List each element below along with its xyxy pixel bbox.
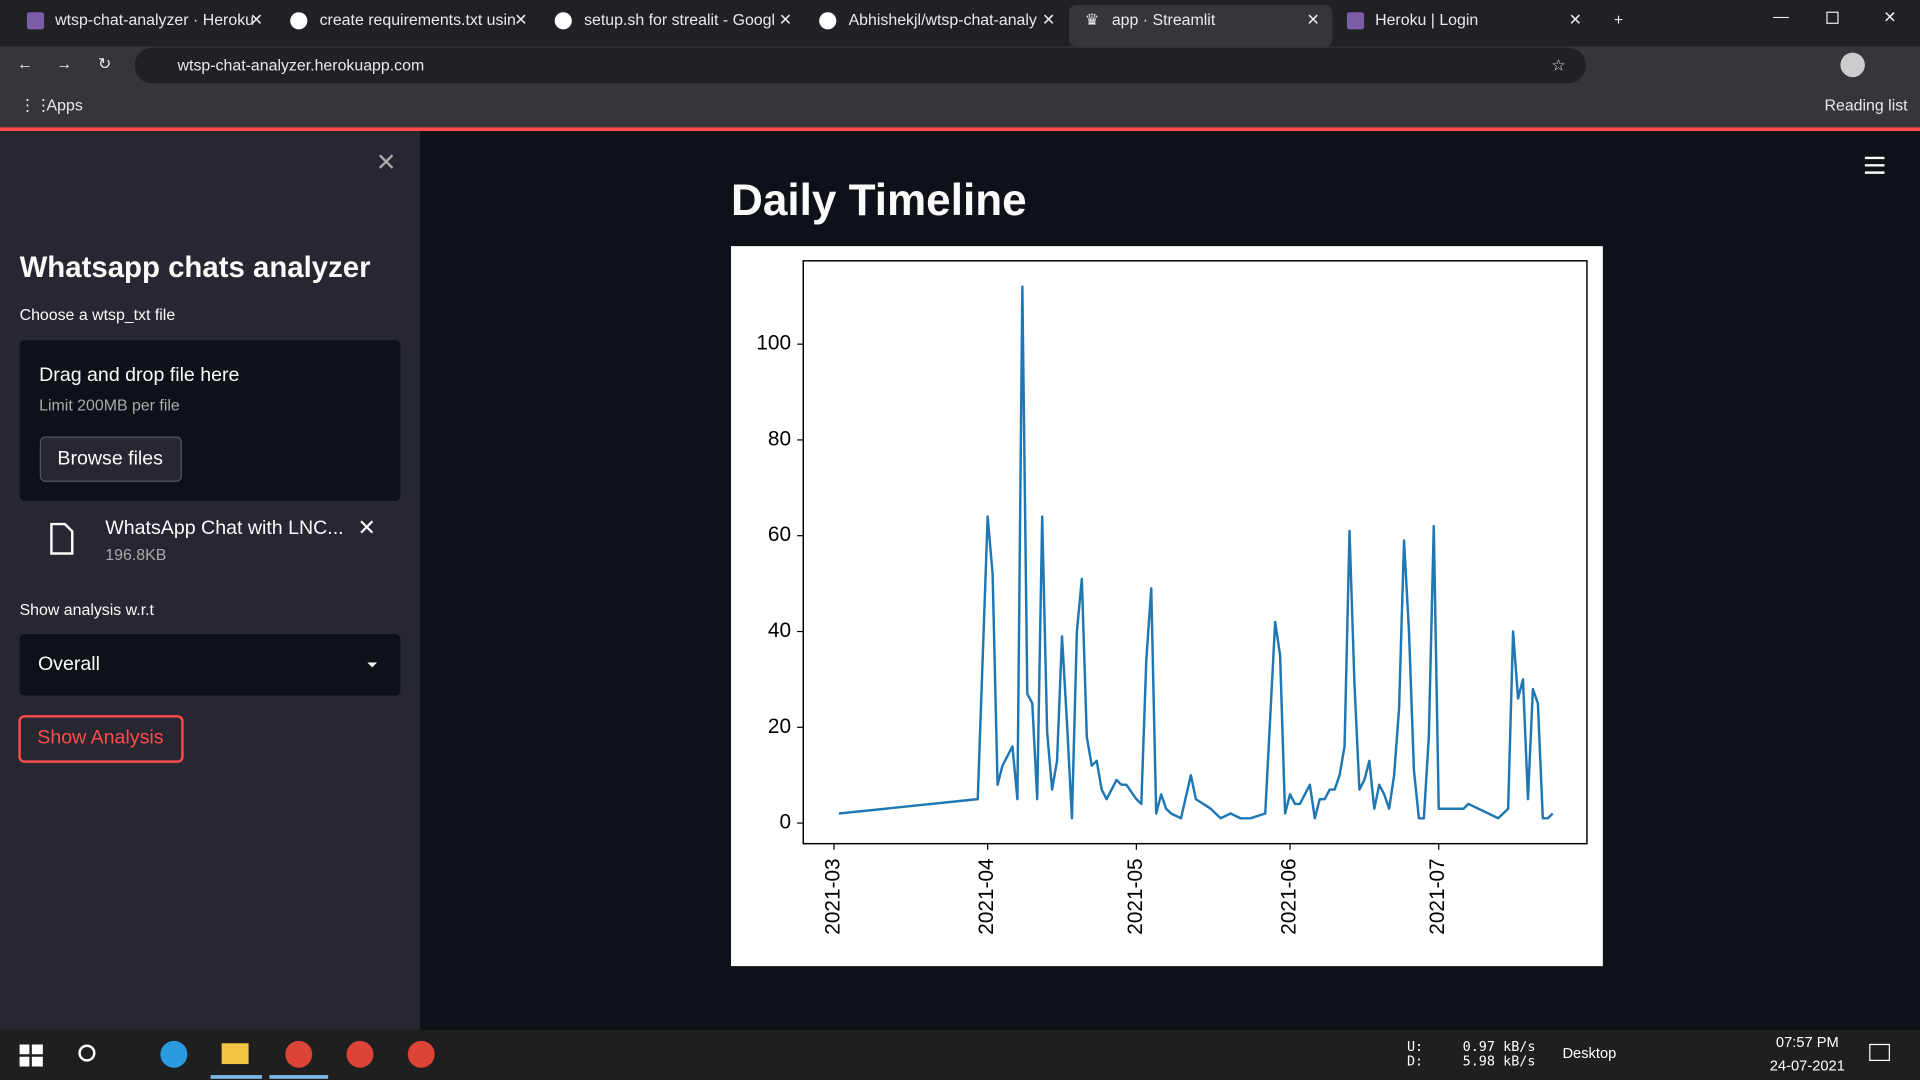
y-tick-label: 80 (768, 427, 791, 450)
decoration-bar (0, 127, 1920, 132)
new-tab[interactable]: + (1614, 12, 1623, 29)
forward[interactable]: → (56, 56, 72, 73)
tabs: wtsp-chat-analyzer · Heroku ✕ create req… (26, 4, 1897, 47)
heading: Daily Timeline (731, 176, 1027, 225)
x-tick-label: 2021-05 (1124, 858, 1147, 934)
tab-close[interactable]: ✕ (1569, 12, 1582, 29)
file-size: 196.8KB (105, 547, 166, 564)
tab-title[interactable]: Heroku | Login (1375, 12, 1478, 29)
reload[interactable]: ↻ (98, 56, 111, 73)
apps-icon: ⋮⋮ (20, 98, 52, 115)
chrome-icon[interactable] (346, 1040, 374, 1068)
bookmark-star[interactable]: ☆ (1551, 57, 1565, 74)
x-tick-label: 2021-03 (821, 858, 844, 934)
file-icon (50, 522, 74, 555)
select-box[interactable] (19, 634, 401, 696)
maximize[interactable] (1826, 11, 1839, 24)
y-tick-label: 20 (768, 715, 791, 738)
favicon (1346, 12, 1365, 30)
uploader-label: Choose a wtsp_txt file (20, 307, 176, 324)
clock-time: 07:57 PM (1776, 1035, 1839, 1051)
favicon (26, 12, 45, 30)
start-button[interactable] (19, 1044, 43, 1067)
tab-title[interactable]: app · Streamlit (1112, 12, 1216, 29)
data-line (838, 285, 1554, 820)
show-analysis-button[interactable] (18, 715, 184, 763)
omnibox[interactable] (134, 47, 1586, 84)
y-tick-label: 0 (779, 811, 791, 834)
sidebar (0, 131, 420, 1030)
chrome-icon[interactable] (285, 1040, 313, 1068)
drop-text: Drag and drop file here (39, 364, 239, 386)
profile[interactable] (1840, 52, 1865, 78)
menu[interactable] (1864, 156, 1885, 174)
reading-list[interactable]: Reading list (1824, 98, 1908, 115)
tab-close[interactable]: ✕ (514, 12, 527, 29)
url[interactable]: wtsp-chat-analyzer.herokuapp.com (177, 57, 425, 74)
clock-date: 24-07-2021 (1770, 1058, 1845, 1074)
notifications[interactable] (1869, 1043, 1890, 1062)
tab-bar (0, 0, 1920, 47)
browse-label[interactable]: Browse files (57, 447, 163, 469)
sidebar-title: Whatsapp chats analyzer (20, 251, 371, 284)
net-rate: 5.98 kB/s (1463, 1055, 1536, 1070)
active-tab[interactable] (1068, 4, 1333, 47)
tab-close[interactable]: ✕ (779, 12, 792, 29)
net-rate: 0.97 kB/s (1463, 1040, 1536, 1055)
taskbar (0, 1029, 1920, 1080)
favicon (554, 12, 572, 30)
chrome-icon[interactable] (407, 1040, 435, 1068)
show-analysis-label[interactable]: Show Analysis (37, 727, 163, 749)
sidebar-close[interactable]: ✕ (376, 150, 397, 177)
favicon: ♛ (1085, 12, 1099, 29)
x-tick-label: 2021-06 (1278, 858, 1301, 934)
edge-icon[interactable] (160, 1040, 188, 1068)
select-label: Show analysis w.r.t (20, 602, 155, 619)
browse-button[interactable] (39, 436, 182, 482)
y-tick-label: 100 (756, 332, 791, 355)
net-label: D: (1407, 1055, 1423, 1070)
chart-background (731, 246, 1603, 967)
tab-title[interactable]: Abhishekjl/wtsp-chat-analy (849, 12, 1037, 29)
file-name: WhatsApp Chat with LNC... (105, 517, 343, 539)
explorer-icon[interactable] (221, 1043, 249, 1065)
close-window[interactable]: ✕ (1883, 10, 1896, 27)
bookmark[interactable]: Apps (47, 98, 83, 115)
dropdown-arrow (367, 662, 378, 668)
y-tick-label: 60 (768, 523, 791, 546)
tab-title[interactable]: wtsp-chat-analyzer · Heroku (54, 12, 254, 29)
back[interactable]: ← (17, 56, 33, 73)
select-value[interactable]: Overall (38, 653, 100, 675)
active-indicator (269, 1075, 329, 1079)
remove-file[interactable]: ✕ (358, 515, 376, 540)
tab-title[interactable]: create requirements.txt usin (320, 12, 516, 29)
chart: 0 20 40 60 80 100 2021-03 2021-04 2021-05 2021-06… (756, 260, 1588, 935)
favicon (290, 12, 308, 30)
net-label: U: (1407, 1040, 1423, 1055)
x-tick-label: 2021-04 (975, 858, 998, 934)
desktop-toolbar[interactable]: Desktop (1562, 1046, 1616, 1062)
favicon (819, 12, 837, 30)
x-tick-label: 2021-07 (1426, 858, 1449, 934)
tab-close[interactable]: ✕ (250, 12, 263, 29)
minimize[interactable]: — (1773, 8, 1789, 25)
plot-frame (802, 260, 1588, 845)
tab-title[interactable]: setup.sh for strealit - Googl (584, 12, 775, 29)
search[interactable] (78, 1044, 96, 1062)
limit-text: Limit 200MB per file (39, 398, 180, 415)
y-tick-label: 40 (768, 619, 791, 642)
tab-close[interactable]: ✕ (1042, 12, 1055, 29)
active-indicator (210, 1075, 263, 1079)
tab-close[interactable]: ✕ (1307, 12, 1320, 29)
